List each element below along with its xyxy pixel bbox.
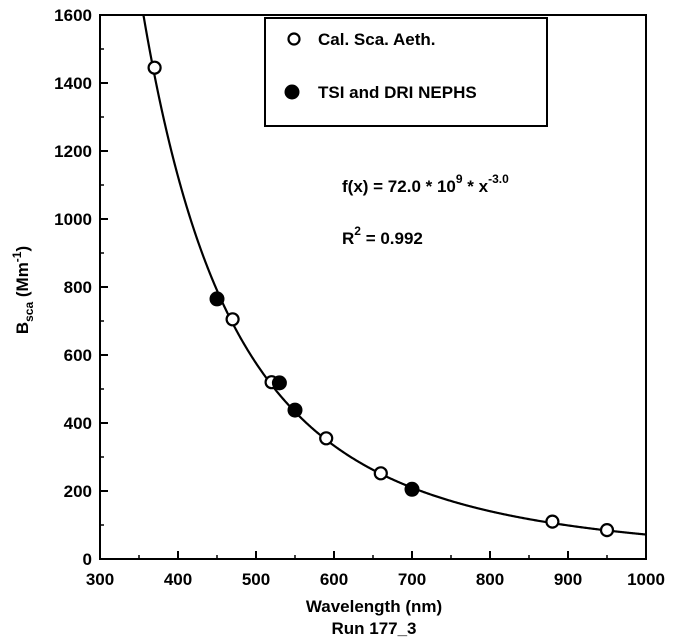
data-point-filled: [271, 375, 287, 391]
fit-equation: f(x) = 72.0 * 109 * x-3.0: [342, 172, 509, 196]
y-axis-title-units-close: ): [13, 246, 32, 252]
data-point-open: [225, 312, 240, 327]
x-tick-label: 500: [242, 570, 270, 589]
data-point-open: [147, 60, 162, 75]
legend: Cal. Sca. Aeth. TSI and DRI NEPHS: [264, 17, 548, 127]
x-tick-label: 700: [398, 570, 426, 589]
data-point-open: [599, 522, 615, 538]
y-tick-label: 0: [83, 550, 92, 569]
r-squared-prefix: R: [342, 229, 354, 248]
x-tick-label: 600: [320, 570, 348, 589]
y-tick-label: 1000: [54, 210, 92, 229]
y-tick-label: 1200: [54, 142, 92, 161]
r-squared-sup: 2: [354, 224, 361, 238]
x-axis-title: Wavelength (nm): [306, 597, 442, 616]
x-tick-label: 300: [86, 570, 114, 589]
y-tick-label: 800: [64, 278, 92, 297]
legend-box: [264, 17, 548, 127]
fit-equation-prefix: f(x) = 72.0 * 10: [342, 177, 456, 196]
y-axis: 0 200 400 600 800 1000 1200 1400 1600: [54, 6, 108, 569]
fit-equation-exp2: -3.0: [488, 172, 509, 186]
data-point-open: [545, 514, 560, 529]
legend-marker-open-circle: [287, 32, 301, 46]
y-tick-label: 400: [64, 414, 92, 433]
fit-curve: [142, 14, 647, 536]
legend-label-cal-sca-aeth: Cal. Sca. Aeth.: [318, 30, 435, 49]
y-tick-label: 1600: [54, 6, 92, 25]
y-axis-title: Bsca (Mm-1): [10, 246, 36, 334]
x-tick-label: 400: [164, 570, 192, 589]
y-axis-title-main: B: [13, 322, 32, 334]
data-point-filled: [209, 291, 225, 307]
legend-marker-filled-circle: [284, 84, 300, 100]
y-tick-label: 200: [64, 482, 92, 501]
r-squared: R2 = 0.992: [342, 224, 423, 248]
fit-equation-mid: * x: [463, 177, 489, 196]
x-tick-label: 800: [476, 570, 504, 589]
y-tick-label: 1400: [54, 74, 92, 93]
data-point-filled: [404, 481, 420, 497]
data-point-open: [319, 431, 334, 446]
y-axis-title-sub: sca: [22, 302, 36, 322]
legend-label-tsi-dri-nephs: TSI and DRI NEPHS: [318, 83, 477, 102]
x-tick-label: 1000: [627, 570, 665, 589]
fit-equation-exp1: 9: [456, 172, 463, 186]
x-tick-label: 900: [554, 570, 582, 589]
y-tick-label: 600: [64, 346, 92, 365]
data-point-open: [373, 466, 388, 481]
x-axis: 300 400 500 600 700 800 900 1000: [86, 551, 665, 589]
y-axis-title-units-sup: -1: [10, 251, 24, 262]
y-axis-title-units: (Mm: [13, 262, 32, 302]
r-squared-value: = 0.992: [361, 229, 423, 248]
data-point-filled: [287, 402, 303, 418]
chart-subtitle: Run 177_3: [331, 619, 416, 638]
data-markers: [147, 60, 615, 538]
